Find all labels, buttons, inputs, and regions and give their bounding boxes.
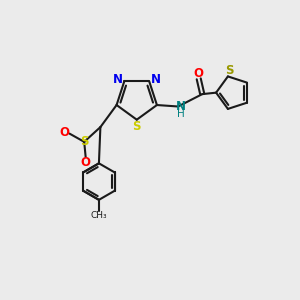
Text: O: O [59, 126, 69, 139]
Text: S: S [225, 64, 234, 77]
Text: H: H [177, 109, 185, 119]
Text: N: N [113, 73, 123, 86]
Text: CH₃: CH₃ [91, 211, 107, 220]
Text: S: S [133, 120, 141, 133]
Text: N: N [151, 73, 161, 86]
Text: O: O [194, 67, 204, 80]
Text: O: O [81, 156, 91, 169]
Text: N: N [176, 100, 186, 113]
Text: S: S [80, 135, 88, 148]
